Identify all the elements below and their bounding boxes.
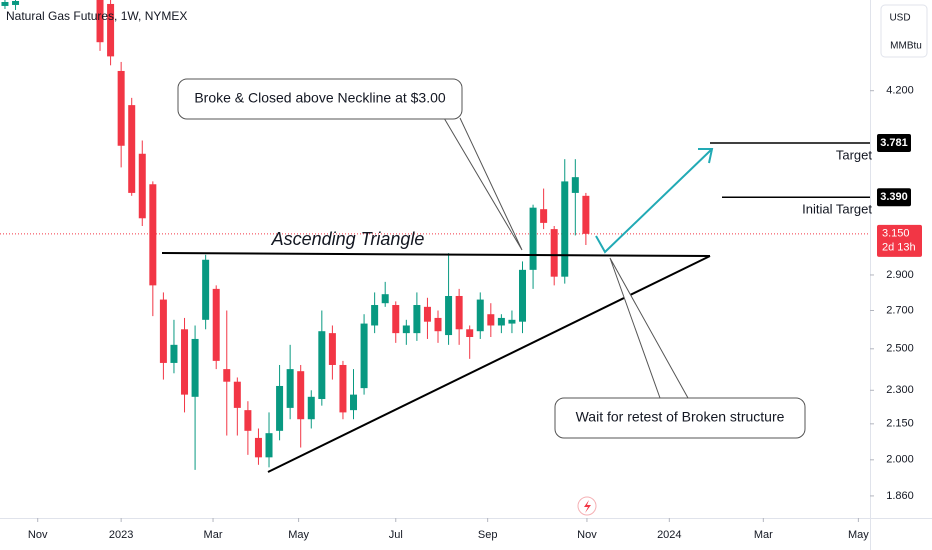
candle-body	[307, 396, 315, 420]
candle-body	[392, 305, 400, 334]
x-tick-label: Nov	[28, 529, 48, 541]
candle-body	[159, 299, 167, 363]
candle-body	[571, 177, 579, 193]
y-tick-label: 2.150	[886, 418, 914, 430]
candle-body	[202, 259, 210, 320]
neckline	[161, 252, 711, 257]
callout-box	[177, 78, 463, 120]
candle-body	[276, 385, 284, 431]
level-price-box	[877, 188, 911, 207]
candle-body	[476, 299, 484, 332]
currency: USD	[889, 13, 910, 24]
candle-body	[434, 317, 442, 332]
level-price-label: 3.781	[880, 137, 908, 149]
bar-countdown: 2d 13h	[882, 242, 916, 254]
x-tick-label: 2024	[657, 529, 681, 541]
x-tick-label: May	[848, 529, 869, 541]
candle-body	[1, 1, 9, 6]
candle-body	[233, 381, 241, 408]
candle-body	[339, 364, 347, 413]
y-tick-label: 2.000	[886, 454, 914, 466]
callout-box	[554, 397, 806, 439]
candle-body	[107, 3, 115, 57]
y-tick-label: 2.500	[886, 343, 914, 355]
x-tick-label: Nov	[577, 529, 597, 541]
support-trendline	[267, 255, 711, 473]
candle-body	[170, 344, 178, 363]
candle-body	[286, 369, 294, 408]
candle-body	[550, 229, 558, 277]
candle-body	[381, 294, 389, 304]
candle-body	[254, 437, 262, 458]
candle-body	[96, 0, 104, 43]
x-tick-label: May	[288, 529, 309, 541]
callout-pointer	[443, 117, 523, 251]
callout-pointer	[609, 257, 689, 399]
candle-body	[138, 153, 146, 219]
level-name: Initial Target	[802, 202, 872, 217]
arrow-head	[698, 148, 714, 164]
candle-body	[519, 269, 527, 322]
x-tick-label: Mar	[754, 529, 773, 541]
candle-body	[297, 371, 305, 420]
x-tick-label: 2023	[109, 529, 133, 541]
candle-body	[497, 317, 505, 326]
chart-title: Natural Gas Futures, 1W, NYMEX	[6, 9, 187, 23]
unit-box[interactable]	[880, 4, 928, 58]
last-price-box	[877, 224, 922, 257]
candle-body	[318, 331, 326, 400]
candle-body	[402, 325, 410, 334]
drawings: Broke & Closed above Neckline at $3.00 W…	[161, 78, 870, 516]
candle-body	[181, 329, 189, 395]
candle-body	[149, 184, 157, 286]
candle-body	[350, 394, 358, 411]
candle-body	[445, 295, 453, 336]
pattern-label: Ascending Triangle	[271, 229, 425, 249]
candle-body	[561, 181, 569, 277]
candle-body	[223, 369, 231, 382]
event-icon-bolt	[584, 500, 591, 513]
candle-body	[508, 319, 516, 324]
level-name: Target	[836, 147, 873, 162]
x-tick-label: Sep	[478, 529, 498, 541]
candles	[0, 0, 870, 470]
x-tick-label: Mar	[204, 529, 223, 541]
candle-body	[413, 305, 421, 334]
x-tick-label: Jul	[389, 529, 403, 541]
callout-text: Wait for retest of Broken structure	[576, 409, 785, 425]
y-tick-label: 2.300	[886, 384, 914, 396]
y-tick-label: 2.900	[886, 269, 914, 281]
candle-body	[244, 410, 252, 431]
y-tick-label: 4.200	[886, 85, 914, 97]
candle-body	[371, 305, 379, 326]
candle-body	[582, 195, 590, 234]
y-tick-label: 2.700	[886, 304, 914, 316]
candle-body	[212, 288, 220, 361]
candle-body	[12, 0, 20, 5]
candle-body	[117, 70, 125, 146]
callout-text: Broke & Closed above Neckline at $3.00	[194, 90, 446, 106]
y-tick-label: 1.860	[886, 490, 914, 502]
candle-body	[529, 207, 537, 270]
candle-body	[191, 338, 199, 397]
candle-body	[128, 105, 136, 193]
level-price-box	[877, 133, 911, 152]
candle-body	[466, 329, 474, 338]
projection-arrow	[595, 148, 713, 254]
candle-body	[423, 306, 431, 322]
candle-body	[540, 209, 548, 223]
candle-body	[360, 323, 368, 389]
candle-body	[487, 314, 495, 326]
candle-body	[328, 333, 336, 365]
last-price-label: 3.150	[882, 228, 910, 240]
level-price-label: 3.390	[880, 191, 908, 203]
candle-body	[265, 433, 273, 458]
unit: MMBtu	[890, 41, 922, 52]
candle-body	[455, 295, 463, 330]
